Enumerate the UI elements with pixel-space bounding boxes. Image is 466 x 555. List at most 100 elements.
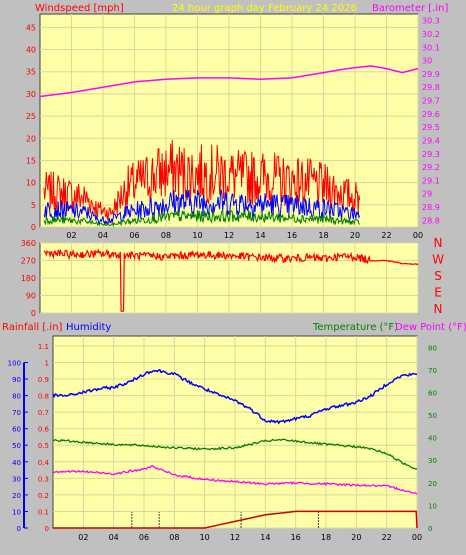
rainfall-tick-label: 0.3 — [38, 475, 49, 483]
direction-series — [43, 248, 419, 312]
barometer-tick-label: 29.2 — [422, 163, 440, 172]
rain-x-tick-label: 10 — [200, 533, 210, 542]
barometer-tick-label: 29.4 — [422, 136, 440, 145]
direction-tick-label: 180 — [21, 274, 36, 283]
rainfall-tick-label: 0.6 — [38, 426, 50, 434]
wind-x-tick-label: 10 — [192, 231, 202, 240]
direction-tick-label: 360 — [21, 239, 36, 248]
barometer-tick-label: 30.2 — [422, 30, 440, 39]
rain-x-tick-label: 14 — [260, 533, 270, 542]
dewpoint-label: Dew Point (°F) — [395, 322, 466, 333]
direction-tick-label: 0 — [31, 309, 36, 318]
rain-x-tick-label: 22 — [382, 533, 392, 542]
humidity-tick-label: 30 — [12, 475, 21, 483]
windspeed-tick-label: 15 — [26, 156, 36, 165]
wind-max-line — [43, 189, 361, 226]
barometer-tick-label: 29.6 — [422, 110, 440, 119]
windspeed-axis: 0 5 10 15 20 25 30 35 40 45 — [26, 23, 36, 232]
temperature-tick-label: 10 — [428, 502, 437, 510]
humidity-tick-label: 70 — [12, 409, 21, 417]
barometer-tick-label: 29.1 — [422, 176, 440, 185]
humidity-label: Humidity — [66, 322, 111, 333]
humidity-tick-label: 20 — [12, 492, 21, 500]
wind-x-tick-label: 18 — [318, 231, 328, 240]
rainfall-tick-label: 0.7 — [38, 409, 49, 417]
windspeed-tick-label: 25 — [26, 112, 36, 121]
humidity-tick-label: 100 — [8, 359, 21, 367]
compass-label: W — [432, 253, 444, 267]
temperature-tick-label: 0 — [428, 525, 432, 533]
humidity-tick-label: 40 — [12, 459, 21, 467]
temperature-tick-label: 30 — [428, 457, 437, 465]
wind-x-tick-label: 02 — [66, 231, 76, 240]
barometer-tick-label: 30 — [422, 57, 432, 66]
temperature-tick-label: 40 — [428, 435, 437, 443]
barometer-line — [39, 65, 419, 98]
compass-label: N — [434, 236, 443, 250]
rainfall-tick-label: 0.5 — [38, 442, 49, 450]
temperature-tick-label: 50 — [428, 412, 437, 420]
rain-x-tick-label: 00 — [412, 533, 422, 542]
windspeed-tick-label: 45 — [26, 23, 36, 32]
humidity-tick-label: 10 — [12, 508, 21, 516]
humidity-axis: 0 10 20 30 40 50 60 70 80 90 100 — [8, 359, 28, 533]
wind-x-tick-label: 04 — [98, 231, 108, 240]
wind-series — [39, 65, 419, 228]
barometer-tick-label: 28.9 — [422, 203, 440, 212]
rainfall-tick-label: 0.4 — [38, 459, 50, 467]
windspeed-tick-label: 35 — [26, 68, 36, 77]
windspeed-tick-label: 0 — [31, 223, 36, 232]
rainfall-tick-label: 0.8 — [38, 393, 49, 401]
humidity-tick-label: 50 — [12, 442, 21, 450]
wind-x-tick-label: 14 — [255, 231, 265, 240]
compass-label: S — [434, 269, 442, 283]
rain-x-tick-label: 16 — [291, 533, 301, 542]
rain-x-tick-label: 18 — [321, 533, 331, 542]
windspeed-tick-label: 40 — [26, 46, 36, 55]
barometer-tick-label: 30.3 — [422, 17, 440, 26]
humidity-tick-label: 80 — [12, 393, 21, 401]
compass-label: N — [434, 302, 443, 316]
windspeed-tick-label: 20 — [26, 134, 36, 143]
windspeed-tick-label: 10 — [26, 179, 36, 188]
compass-label: E — [434, 286, 442, 300]
rain-x-tick-label: 06 — [139, 533, 149, 542]
wind-x-tick-label: 22 — [381, 231, 391, 240]
barometer-tick-label: 29.8 — [422, 83, 440, 92]
rain-x-tick-label: 08 — [169, 533, 179, 542]
rain-series — [52, 368, 418, 529]
temperature-tick-label: 60 — [428, 389, 437, 397]
windspeed-tick-label: 5 — [31, 201, 36, 210]
rainfall-tick-label: 1.1 — [38, 343, 49, 351]
gust-line — [43, 139, 361, 221]
direction-axis: 0 90 180 270 360 — [21, 239, 36, 318]
barometer-label: Barometer [.in] — [372, 3, 448, 14]
rainfall-tick-label: 0 — [45, 525, 49, 533]
temperature-tick-label: 70 — [428, 367, 437, 375]
windspeed-label: Windspeed [mph] — [35, 3, 124, 14]
rainfall-label: Rainfall [.in] — [2, 322, 63, 333]
dewpoint-line — [52, 464, 418, 495]
barometer-axis: 28.8 28.9 29 29.1 29.2 29.3 29.4 29.5 29.6 29.7 29… — [422, 17, 440, 226]
barometer-tick-label: 28.8 — [422, 216, 440, 225]
wind-x-tick-label: 06 — [129, 231, 139, 240]
wind-x-tick-label: 08 — [161, 231, 171, 240]
barometer-tick-label: 29 — [422, 190, 432, 199]
humidity-tick-label: 90 — [12, 376, 21, 384]
barometer-tick-label: 29.5 — [422, 123, 440, 132]
rainfall-line — [53, 510, 418, 529]
temperature-tick-label: 80 — [428, 344, 437, 352]
rainfall-tick-label: 0.9 — [38, 376, 49, 384]
rain-x-tick-label: 04 — [109, 533, 119, 542]
windspeed-tick-label: 30 — [26, 90, 36, 99]
rainfall-axis: 0 0.1 0.2 0.3 0.4 0.5 0.6 0.7 0.8 0.9 1 1.1 — [38, 343, 50, 533]
rainfall-tick-label: 0.2 — [38, 492, 49, 500]
humidity-line — [52, 368, 417, 425]
temperature-label: Temperature (°F) — [312, 322, 398, 333]
temperature-tick-label: 20 — [428, 480, 437, 488]
rainfall-tick-label: 1 — [45, 359, 49, 367]
rain-humidity-temp-chart: 0 0.1 0.2 0.3 0.4 0.5 0.6 0.7 0.8 0.9 1 1.1 0 10 20 30… — [8, 335, 437, 542]
wind-time-axis: 02 04 06 08 10 12 14 16 18 20 22 00 — [66, 231, 423, 240]
